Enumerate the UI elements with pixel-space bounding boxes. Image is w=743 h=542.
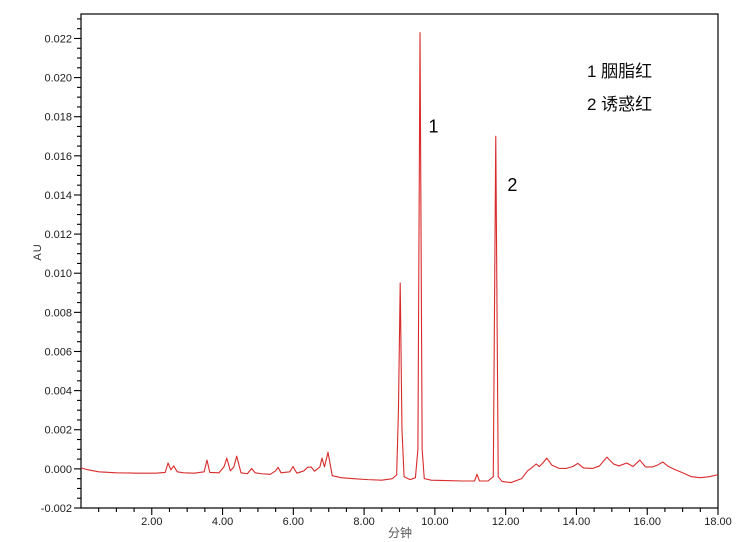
- x-axis-title: 分钟: [387, 526, 412, 540]
- y-tick-label: 0.004: [44, 386, 72, 398]
- peak-label-2: 2: [507, 175, 517, 195]
- y-tick-label: 0.016: [44, 151, 72, 163]
- peak-label-1: 1: [429, 116, 439, 136]
- legend-item-allura-red: 2 诱惑红: [587, 95, 653, 114]
- x-tick-label: 16.00: [633, 516, 661, 528]
- x-tick-label: 12.00: [492, 516, 520, 528]
- y-tick-label: 0.000: [44, 464, 72, 476]
- y-tick-label: 0.006: [44, 346, 72, 358]
- y-tick-label: 0.012: [44, 229, 72, 241]
- y-tick-label: 0.008: [44, 307, 72, 319]
- x-tick-label: 4.00: [212, 516, 233, 528]
- chromatogram-trace: [80, 32, 719, 484]
- x-tick-label: 8.00: [353, 516, 374, 528]
- legend-item-carmine: 1 胭脂红: [587, 62, 653, 81]
- y-tick-label: 0.010: [44, 268, 72, 280]
- x-tick-label: 2.00: [141, 516, 162, 528]
- x-tick-label: 10.00: [421, 516, 449, 528]
- y-tick-label: 0.002: [44, 425, 72, 437]
- y-tick-label: 0.018: [44, 112, 72, 124]
- y-tick-label: -0.002: [41, 503, 72, 515]
- x-tick-label: 6.00: [283, 516, 304, 528]
- y-tick-label: 0.022: [44, 33, 72, 45]
- x-tick-label: 14.00: [563, 516, 591, 528]
- y-axis-title: AU: [32, 243, 44, 261]
- y-tick-label: 0.020: [44, 73, 72, 85]
- y-tick-label: 0.014: [44, 190, 72, 202]
- x-tick-label: 18.00: [704, 516, 732, 528]
- peak-legend: 1 胭脂红 2 诱惑红: [587, 55, 652, 121]
